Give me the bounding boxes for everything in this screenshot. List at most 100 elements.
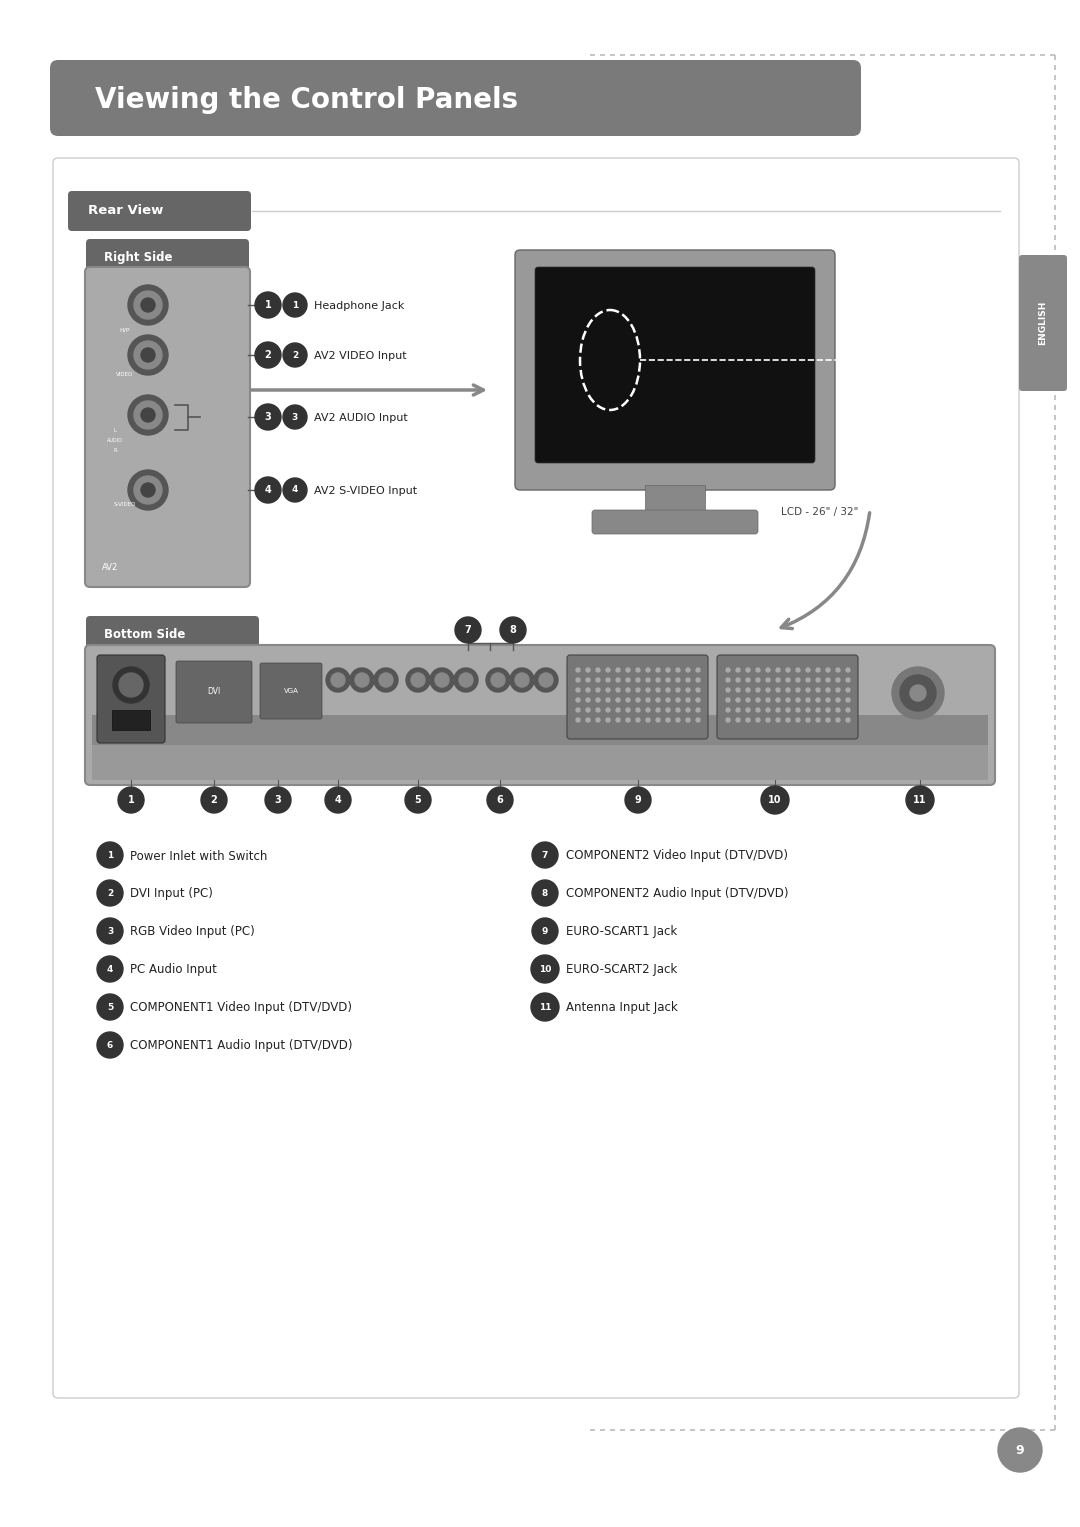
Text: Viewing the Control Panels: Viewing the Control Panels bbox=[95, 86, 518, 115]
Circle shape bbox=[586, 709, 590, 712]
Text: 3: 3 bbox=[274, 796, 282, 805]
Text: COMPONENT1 Audio Input (DTV/DVD): COMPONENT1 Audio Input (DTV/DVD) bbox=[130, 1040, 352, 1052]
Text: Antenna Input Jack: Antenna Input Jack bbox=[566, 1002, 678, 1014]
Circle shape bbox=[786, 689, 789, 692]
Circle shape bbox=[636, 667, 640, 672]
Circle shape bbox=[726, 709, 730, 712]
Circle shape bbox=[816, 698, 820, 702]
Circle shape bbox=[676, 698, 680, 702]
Text: R: R bbox=[113, 447, 117, 452]
Circle shape bbox=[626, 689, 630, 692]
Text: AV2: AV2 bbox=[102, 563, 118, 573]
FancyBboxPatch shape bbox=[176, 661, 252, 722]
Circle shape bbox=[686, 689, 690, 692]
Circle shape bbox=[656, 678, 660, 683]
Circle shape bbox=[255, 405, 281, 431]
Circle shape bbox=[646, 678, 650, 683]
Circle shape bbox=[586, 678, 590, 683]
Circle shape bbox=[806, 698, 810, 702]
Circle shape bbox=[786, 667, 789, 672]
Text: LCD - 26" / 32": LCD - 26" / 32" bbox=[781, 507, 859, 518]
Circle shape bbox=[283, 478, 307, 502]
FancyBboxPatch shape bbox=[717, 655, 858, 739]
Circle shape bbox=[134, 341, 162, 370]
Circle shape bbox=[626, 709, 630, 712]
Text: EURO-SCART1 Jack: EURO-SCART1 Jack bbox=[566, 925, 677, 939]
Circle shape bbox=[746, 678, 750, 683]
Circle shape bbox=[379, 673, 393, 687]
FancyBboxPatch shape bbox=[86, 240, 249, 275]
FancyBboxPatch shape bbox=[68, 191, 251, 231]
Circle shape bbox=[118, 786, 144, 812]
Circle shape bbox=[486, 667, 510, 692]
Circle shape bbox=[846, 667, 850, 672]
Circle shape bbox=[636, 709, 640, 712]
Circle shape bbox=[676, 689, 680, 692]
Circle shape bbox=[406, 667, 430, 692]
Circle shape bbox=[726, 689, 730, 692]
Text: AV2 VIDEO Input: AV2 VIDEO Input bbox=[314, 351, 407, 360]
Circle shape bbox=[836, 689, 840, 692]
Text: Power Inlet with Switch: Power Inlet with Switch bbox=[130, 849, 268, 863]
Circle shape bbox=[350, 667, 374, 692]
Text: 3: 3 bbox=[292, 412, 298, 421]
Circle shape bbox=[676, 718, 680, 722]
Text: L: L bbox=[113, 428, 117, 432]
Circle shape bbox=[500, 617, 526, 643]
Bar bbox=[92, 745, 988, 780]
Circle shape bbox=[636, 698, 640, 702]
FancyBboxPatch shape bbox=[86, 615, 259, 652]
Text: 6: 6 bbox=[107, 1040, 113, 1049]
Circle shape bbox=[325, 786, 351, 812]
Text: 4: 4 bbox=[292, 486, 298, 495]
Circle shape bbox=[616, 698, 620, 702]
Text: COMPONENT1 Video Input (DTV/DVD): COMPONENT1 Video Input (DTV/DVD) bbox=[130, 1002, 352, 1014]
Circle shape bbox=[816, 678, 820, 683]
Text: 2: 2 bbox=[211, 796, 217, 805]
Circle shape bbox=[826, 689, 831, 692]
Circle shape bbox=[596, 678, 600, 683]
Circle shape bbox=[411, 673, 426, 687]
FancyBboxPatch shape bbox=[535, 267, 815, 463]
Circle shape bbox=[616, 667, 620, 672]
FancyBboxPatch shape bbox=[567, 655, 708, 739]
Text: DVI: DVI bbox=[207, 687, 220, 696]
Circle shape bbox=[459, 673, 473, 687]
Circle shape bbox=[826, 698, 831, 702]
Circle shape bbox=[777, 689, 780, 692]
Circle shape bbox=[756, 709, 760, 712]
Circle shape bbox=[576, 709, 580, 712]
Circle shape bbox=[532, 841, 558, 867]
Circle shape bbox=[726, 698, 730, 702]
Circle shape bbox=[826, 709, 831, 712]
Circle shape bbox=[786, 709, 789, 712]
Circle shape bbox=[606, 667, 610, 672]
Circle shape bbox=[676, 709, 680, 712]
Circle shape bbox=[766, 709, 770, 712]
Circle shape bbox=[97, 918, 123, 944]
Circle shape bbox=[97, 994, 123, 1020]
Text: 8: 8 bbox=[542, 889, 549, 898]
Circle shape bbox=[746, 698, 750, 702]
Circle shape bbox=[626, 678, 630, 683]
Circle shape bbox=[255, 476, 281, 502]
Circle shape bbox=[430, 667, 454, 692]
Text: 2: 2 bbox=[265, 350, 271, 360]
Circle shape bbox=[534, 667, 558, 692]
Circle shape bbox=[283, 405, 307, 429]
Circle shape bbox=[735, 678, 740, 683]
Circle shape bbox=[756, 698, 760, 702]
FancyBboxPatch shape bbox=[97, 655, 165, 744]
Circle shape bbox=[576, 718, 580, 722]
Text: 4: 4 bbox=[107, 965, 113, 974]
Circle shape bbox=[756, 689, 760, 692]
Circle shape bbox=[746, 718, 750, 722]
Circle shape bbox=[777, 667, 780, 672]
Text: VGA: VGA bbox=[284, 689, 298, 693]
Circle shape bbox=[796, 709, 800, 712]
Circle shape bbox=[636, 718, 640, 722]
Circle shape bbox=[686, 709, 690, 712]
Circle shape bbox=[616, 718, 620, 722]
Circle shape bbox=[777, 678, 780, 683]
Circle shape bbox=[846, 689, 850, 692]
